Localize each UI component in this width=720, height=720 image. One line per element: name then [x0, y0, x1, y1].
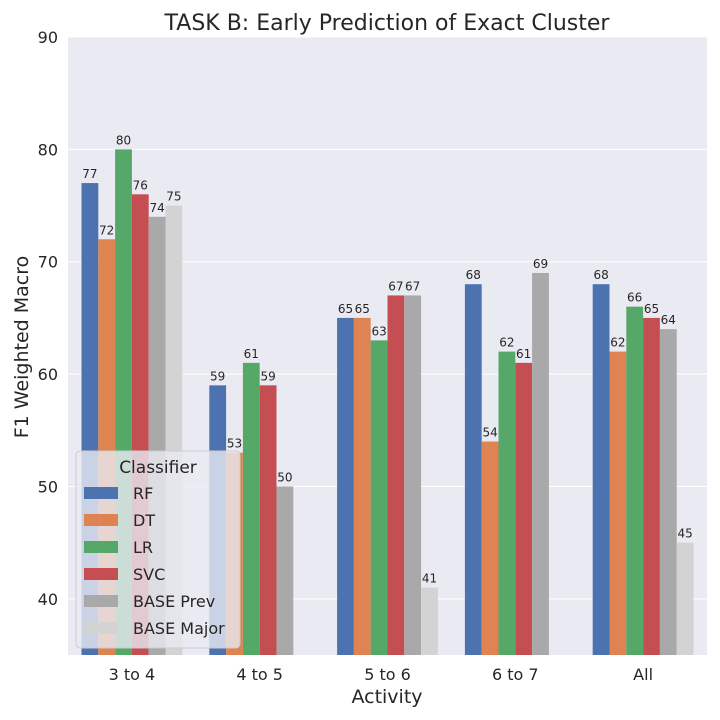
data-label: 50: [277, 470, 292, 484]
bar: [515, 362, 533, 655]
legend: Classifier RF DT LR SVC BASE Prev BASE Major: [75, 450, 241, 649]
data-label: 69: [533, 257, 548, 271]
legend-label: BASE Major: [133, 619, 225, 638]
bar: [626, 306, 644, 655]
bar: [498, 351, 516, 655]
bar: [337, 317, 354, 655]
data-label: 80: [116, 133, 131, 147]
y-tick-label: 50: [38, 477, 58, 496]
data-label: 54: [482, 426, 497, 440]
bar: [481, 441, 499, 655]
data-label: 59: [210, 369, 225, 383]
x-tick-label: 6 to 7: [492, 665, 539, 684]
x-axis-title: Activity: [351, 686, 422, 708]
legend-swatch: [84, 595, 118, 607]
bar: [276, 486, 294, 655]
legend-label: RF: [133, 484, 153, 503]
data-label: 63: [371, 324, 386, 338]
legend-label: SVC: [133, 565, 165, 584]
data-label: 45: [677, 527, 692, 541]
data-label: 76: [133, 178, 148, 192]
bar: [676, 542, 694, 655]
y-axis-title: F1 Weighted Macro: [11, 256, 33, 439]
y-tick-label: 80: [38, 140, 58, 159]
legend-title: Classifier: [119, 458, 197, 478]
x-axis-ticks: 3 to 4 4 to 5 5 to 6 6 to 7 All: [109, 665, 653, 684]
legend-swatch: [84, 514, 118, 526]
bar: [370, 340, 388, 655]
y-tick-label: 90: [38, 28, 58, 47]
bar: [259, 385, 277, 655]
data-label: 65: [355, 302, 370, 316]
data-label: 77: [82, 167, 97, 181]
data-label: 62: [499, 336, 514, 350]
data-label: 61: [516, 347, 531, 361]
bar: [609, 351, 627, 655]
bar: [404, 295, 422, 655]
data-label: 67: [388, 279, 403, 293]
bar: [592, 284, 610, 655]
data-label: 53: [227, 437, 242, 451]
legend-swatch: [84, 487, 118, 499]
data-label: 66: [627, 291, 642, 305]
y-axis-ticks: 40 50 60 70 80 90: [38, 28, 58, 609]
data-label: 59: [260, 369, 275, 383]
x-tick-label: All: [633, 665, 653, 684]
x-tick-label: 4 to 5: [236, 665, 283, 684]
bar: [643, 317, 660, 655]
bar: [464, 284, 482, 655]
legend-label: LR: [133, 538, 153, 557]
y-tick-label: 40: [38, 590, 58, 609]
bar: [659, 329, 677, 655]
x-tick-label: 5 to 6: [364, 665, 411, 684]
data-label: 75: [166, 190, 181, 204]
data-label: 65: [644, 302, 659, 316]
data-label: 61: [244, 347, 259, 361]
data-label: 68: [466, 268, 481, 282]
data-label: 65: [338, 302, 353, 316]
legend-swatch: [84, 568, 118, 580]
bar: [421, 587, 438, 655]
data-label: 74: [149, 201, 164, 215]
legend-label: BASE Prev: [133, 592, 215, 611]
legend-swatch: [84, 541, 118, 553]
data-label: 72: [99, 223, 114, 237]
data-label: 68: [593, 268, 608, 282]
data-label: 62: [610, 336, 625, 350]
x-tick-label: 3 to 4: [109, 665, 156, 684]
data-label: 64: [661, 313, 676, 327]
data-label: 41: [422, 572, 437, 586]
legend-label: DT: [133, 511, 155, 530]
bar: [353, 317, 371, 655]
bar: [532, 272, 549, 655]
legend-swatch: [84, 622, 118, 634]
y-tick-label: 60: [38, 365, 58, 384]
y-tick-label: 70: [38, 253, 58, 272]
chart-title: TASK B: Early Prediction of Exact Cluste…: [164, 11, 611, 36]
bar: [387, 295, 405, 655]
data-label: 67: [405, 279, 420, 293]
bar: [242, 362, 260, 655]
